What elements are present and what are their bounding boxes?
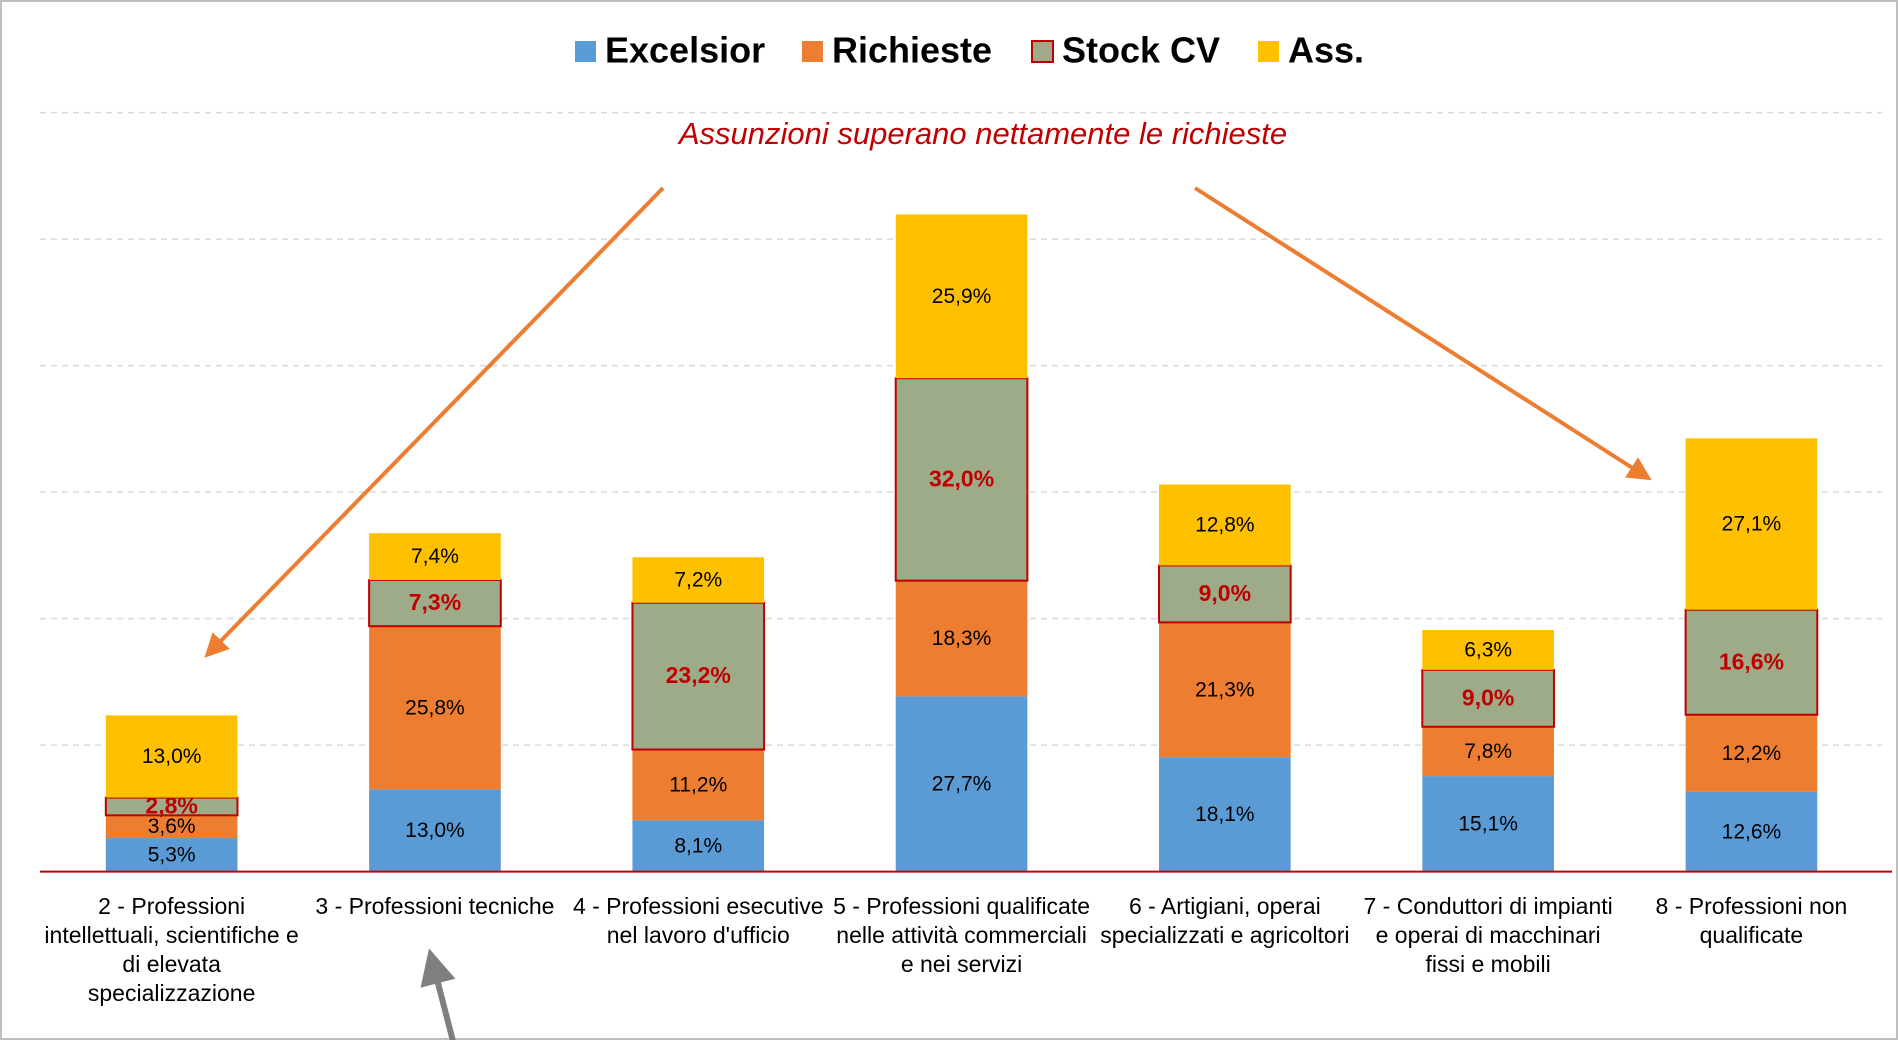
x-tick-label: 7 - Conduttori di impianti e operai di m… — [1363, 893, 1613, 977]
bar-segment — [1422, 629, 1554, 670]
bar-segment — [105, 838, 238, 872]
bar-segment — [894, 377, 1029, 582]
value-label: 15,1% — [1458, 812, 1518, 835]
bar-segment — [1422, 776, 1554, 872]
bar-segment — [369, 626, 501, 790]
bar-segment — [1685, 714, 1818, 792]
arrow — [420, 948, 456, 1040]
value-label: 23,2% — [666, 662, 731, 688]
value-label: 7,8% — [1464, 740, 1512, 763]
value-label: 8,1% — [674, 835, 722, 858]
bar-segment — [1159, 757, 1291, 872]
legend-label: Ass. — [1288, 30, 1364, 71]
bar-segment — [105, 715, 238, 798]
arrow — [204, 186, 665, 658]
x-tick-label: 6 - Artigiani, operai specializzati e ag… — [1100, 893, 1350, 948]
value-label: 25,9% — [932, 285, 992, 308]
bar-segment — [1685, 791, 1818, 872]
bar-segment — [1422, 726, 1554, 777]
value-label: 27,1% — [1722, 513, 1782, 536]
value-label: 9,0% — [1462, 684, 1514, 710]
legend-swatch — [1031, 40, 1054, 63]
bar-segment — [632, 557, 765, 603]
value-label: 12,2% — [1722, 742, 1782, 765]
value-label: 6,3% — [1464, 638, 1512, 661]
value-label: 3,6% — [148, 815, 196, 838]
value-label: 21,3% — [1195, 678, 1255, 701]
bar-segment — [895, 214, 1028, 379]
value-label: 12,8% — [1195, 514, 1255, 537]
annotation: Assunzioni superano nettamente le richie… — [677, 116, 1287, 151]
value-label: 5,3% — [148, 843, 196, 866]
bar-segment — [1159, 484, 1291, 566]
legend-label: Richieste — [832, 30, 992, 71]
value-label: 13,0% — [405, 819, 465, 842]
arrow — [1193, 186, 1652, 481]
value-label: 18,3% — [932, 627, 992, 650]
bar-segment — [632, 749, 765, 821]
value-label: 25,8% — [405, 696, 465, 719]
bar-segment — [632, 820, 765, 872]
bar-segment — [631, 601, 766, 751]
value-label: 7,2% — [674, 569, 722, 592]
x-tick-label: 5 - Professioni qualificate nelle attivi… — [833, 893, 1091, 977]
value-label: 12,6% — [1722, 820, 1782, 843]
x-tick-label: 3 - Professioni tecniche — [315, 893, 555, 919]
legend-label: Excelsior — [605, 30, 765, 71]
value-label: 18,1% — [1195, 803, 1255, 826]
value-label: 13,0% — [142, 745, 202, 768]
bar-segment — [369, 533, 501, 581]
x-tick-label: 4 - Professioni esecutive nel lavoro d'u… — [572, 893, 824, 948]
bar-segment — [1421, 668, 1555, 728]
value-label: 11,2% — [669, 773, 727, 796]
value-label: 27,7% — [932, 773, 992, 796]
bar-segment — [369, 789, 501, 872]
value-label: 16,6% — [1719, 648, 1784, 674]
bar-segment — [1685, 438, 1818, 610]
x-tick-label: 8 - Professioni non qualificate — [1655, 893, 1848, 948]
legend-swatch — [802, 41, 823, 62]
bar-segment — [1159, 622, 1291, 758]
x-tick-label: 2 - Professioni intellettuali, scientifi… — [44, 893, 299, 1006]
legend-label: Stock CV — [1062, 30, 1220, 71]
legend-swatch — [575, 41, 596, 62]
bar-segment — [895, 580, 1028, 697]
value-label: 7,4% — [411, 545, 459, 568]
value-label: 7,3% — [409, 589, 461, 615]
legend-swatch — [1258, 41, 1279, 62]
bar-segment — [895, 696, 1028, 872]
bar-segment — [368, 579, 502, 628]
bar-segment — [1158, 564, 1292, 624]
value-label: 32,0% — [929, 466, 994, 492]
bar-segment — [105, 815, 238, 839]
value-label: 9,0% — [1199, 580, 1251, 606]
